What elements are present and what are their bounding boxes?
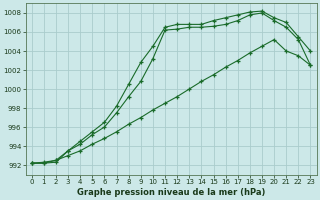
X-axis label: Graphe pression niveau de la mer (hPa): Graphe pression niveau de la mer (hPa) [77,188,265,197]
